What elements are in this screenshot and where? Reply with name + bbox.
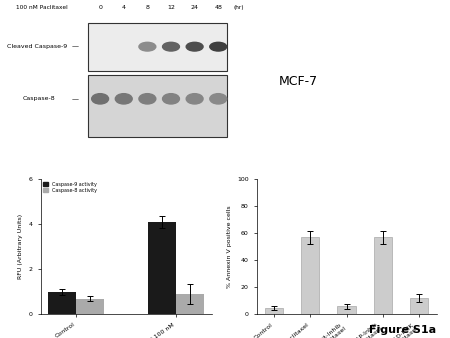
Bar: [48, 292, 76, 314]
Legend: Caspase-9 activity, Caspase-8 activity: Caspase-9 activity, Caspase-8 activity: [43, 182, 97, 193]
Ellipse shape: [139, 94, 156, 104]
Ellipse shape: [186, 94, 203, 104]
Ellipse shape: [162, 42, 180, 51]
Bar: [301, 237, 319, 314]
Text: —: —: [72, 44, 79, 50]
Ellipse shape: [210, 94, 227, 104]
Bar: [176, 294, 204, 314]
Text: 100 nM Paclitaxel: 100 nM Paclitaxel: [16, 5, 68, 10]
Text: 24: 24: [191, 5, 198, 10]
Text: Cleaved Caspase-9: Cleaved Caspase-9: [7, 44, 67, 49]
Text: (hr): (hr): [234, 5, 245, 10]
Ellipse shape: [115, 94, 132, 104]
Text: 4: 4: [122, 5, 126, 10]
Ellipse shape: [186, 42, 203, 51]
Text: MCF-7: MCF-7: [279, 75, 318, 88]
Text: Figure S1a: Figure S1a: [369, 324, 436, 335]
Ellipse shape: [162, 94, 180, 104]
Bar: [338, 306, 356, 314]
Bar: [148, 222, 176, 314]
Text: 12: 12: [167, 5, 175, 10]
Text: Caspase-8: Caspase-8: [22, 96, 55, 101]
Y-axis label: RFU (Arbitrary Units): RFU (Arbitrary Units): [18, 214, 23, 279]
Text: 8: 8: [145, 5, 149, 10]
Bar: [88, 23, 227, 71]
Bar: [265, 308, 283, 314]
Bar: [374, 237, 392, 314]
Ellipse shape: [92, 94, 108, 104]
Ellipse shape: [139, 42, 156, 51]
Text: 48: 48: [214, 5, 222, 10]
Text: —: —: [72, 96, 79, 102]
Bar: [410, 298, 428, 314]
Bar: [88, 75, 227, 137]
Bar: [76, 298, 104, 314]
Ellipse shape: [210, 42, 227, 51]
Text: 0: 0: [98, 5, 102, 10]
Y-axis label: % Annexin V positive cells: % Annexin V positive cells: [227, 206, 232, 288]
